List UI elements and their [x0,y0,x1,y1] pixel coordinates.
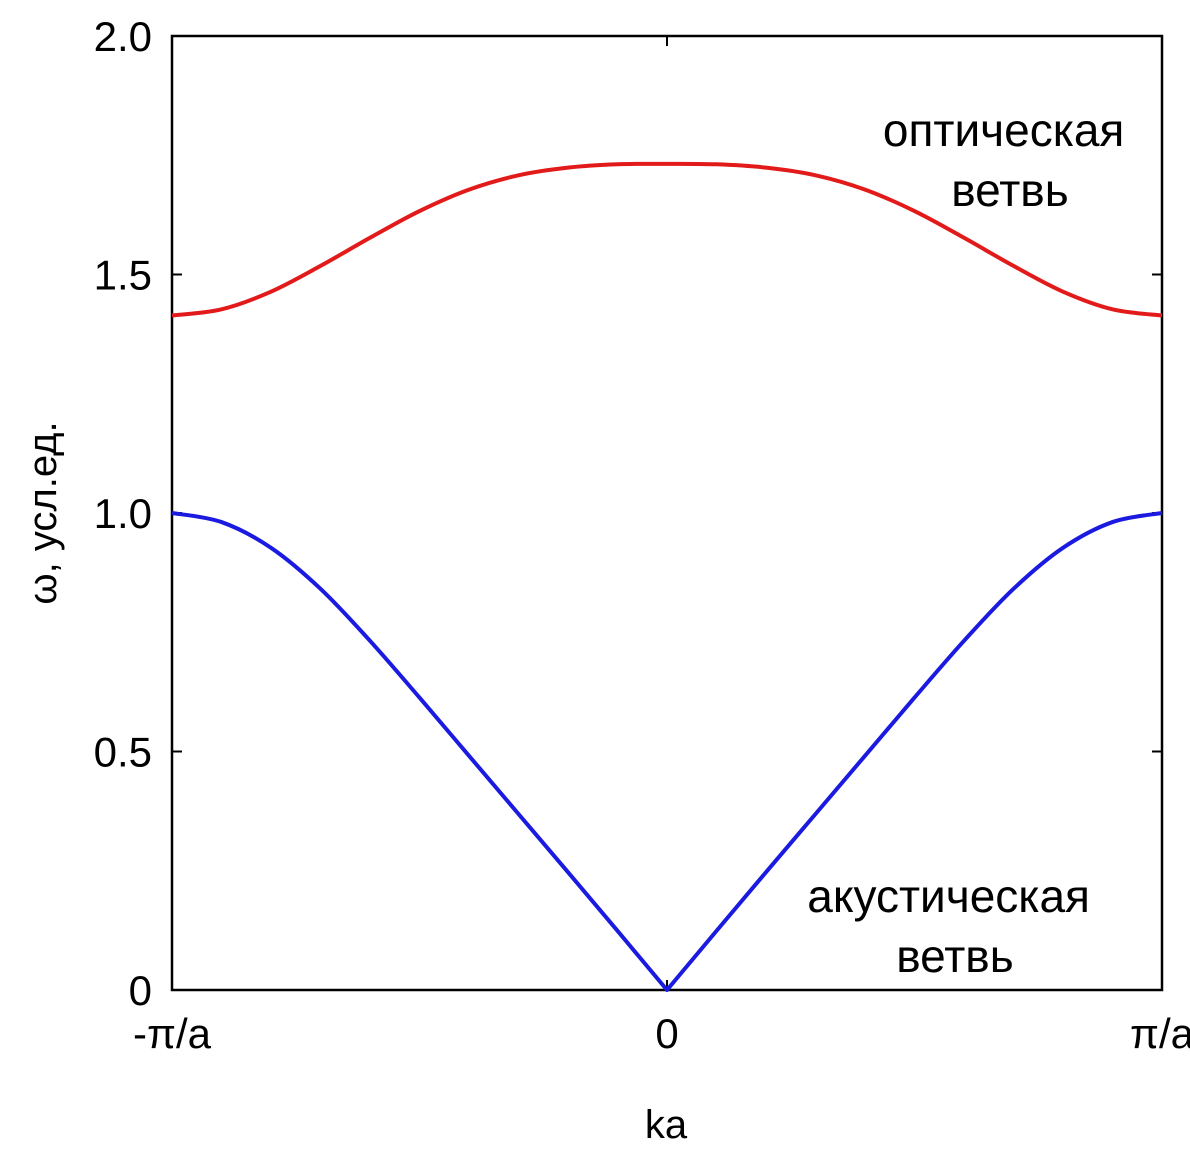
y-tick-label: 1.5 [94,252,152,299]
x-axis-label: ka [645,1103,688,1147]
tick-labels: 00.51.01.52.0-π/a 0 π/a [94,13,1190,1057]
optical-branch-line-1: оптическая [883,104,1124,156]
y-tick-label: 2.0 [94,13,152,60]
y-axis-label: ω, усл.ед. [21,421,65,604]
optical-branch-line [171,161,1163,318]
x-tick-label: π/a [1130,1010,1190,1057]
x-tick-label: 0 [655,1010,678,1057]
acoustic-branch-line [171,511,1163,992]
optical-branch-label: оптическая ветвь [883,104,1137,216]
series-layer [171,161,1163,992]
acoustic-branch-line-1: акустическая [807,870,1090,922]
acoustic-branch-label: акустическая ветвь [807,870,1102,982]
acoustic-branch-line-2: ветвь [896,930,1013,982]
y-tick-label: 0 [129,967,152,1014]
y-tick-label: 0.5 [94,729,152,776]
x-tick-label: -π/a [133,1010,212,1057]
y-tick-label: 1.0 [94,490,152,537]
optical-branch-line-2: ветвь [951,164,1068,216]
